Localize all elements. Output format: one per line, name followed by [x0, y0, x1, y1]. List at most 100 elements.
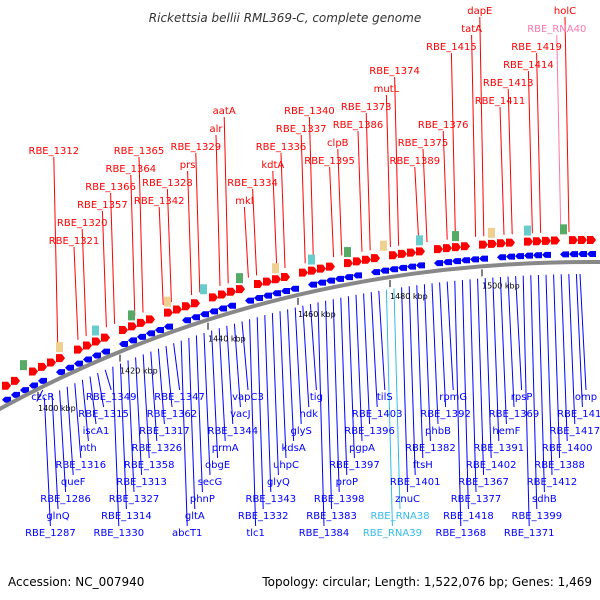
gene-label-bottom: abcT1: [172, 528, 202, 539]
leader-line: [173, 343, 181, 391]
gene-category-block: [20, 360, 27, 371]
leader-line: [401, 287, 409, 493]
gene-label-bottom: RBE_1397: [329, 460, 380, 471]
gene-label-top: RBE_1373: [341, 102, 392, 113]
forward-gene-arrow: [236, 285, 245, 294]
gene-label-top: RBE_1320: [57, 218, 108, 229]
reverse-gene-arrow: [83, 356, 92, 363]
gene-label-bottom: glyQ: [267, 477, 290, 488]
gene-category-block: [452, 231, 459, 242]
gene-label-bottom: uhpC: [273, 460, 299, 471]
gene-label-bottom: RBE_1344: [208, 426, 259, 437]
gene-label-bottom: ndk: [300, 409, 319, 420]
gene-label-top: RBE_1386: [333, 120, 384, 131]
forward-gene-arrow: [317, 264, 326, 273]
gene-label-bottom: RBE_1417: [550, 426, 600, 437]
reverse-gene-arrow: [416, 262, 425, 269]
gene-label-bottom: obgE: [205, 460, 230, 471]
leader-line: [74, 383, 82, 459]
gene-label-bottom: tlc1: [246, 528, 265, 539]
reverse-gene-arrow: [200, 311, 209, 318]
gene-label-bottom: RBE_1398: [314, 494, 365, 505]
leader-line: [127, 360, 135, 493]
gene-label-bottom: proP: [336, 477, 358, 488]
leader-line: [422, 148, 428, 242]
forward-gene-arrow: [326, 262, 335, 271]
kbp-label: 1460 kbp: [298, 310, 336, 319]
leader-line: [385, 289, 393, 527]
leader-line: [142, 354, 150, 459]
reverse-gene-arrow: [497, 254, 506, 261]
gene-label-bottom: RBE_1287: [25, 528, 76, 539]
gene-label-bottom: RBE_1315: [78, 409, 129, 420]
leader-line: [556, 34, 562, 233]
reverse-gene-arrow: [209, 308, 218, 315]
leader-line: [264, 315, 272, 493]
leader-line: [150, 351, 158, 442]
gene-label-bottom: rpsP: [511, 392, 533, 403]
forward-gene-arrow: [479, 240, 488, 249]
leader-line: [492, 277, 500, 442]
reverse-gene-arrow: [326, 277, 335, 284]
reverse-gene-arrow: [92, 352, 101, 359]
leader-line: [507, 88, 513, 235]
reverse-gene-arrow: [470, 256, 479, 263]
forward-gene-arrow: [263, 277, 272, 286]
leader-line: [484, 278, 492, 459]
gene-label-bottom: RBE_1330: [94, 528, 145, 539]
gene-label-top: holC: [554, 6, 576, 17]
reverse-gene-arrow: [371, 269, 380, 276]
leader-line: [536, 52, 542, 233]
reverse-gene-arrow: [407, 263, 416, 270]
gene-label-bottom: omp: [575, 392, 597, 403]
gene-label-bottom: gltA: [185, 511, 205, 522]
gene-label-top: aatA: [213, 106, 236, 117]
reverse-gene-arrow: [506, 253, 515, 260]
leader-line: [226, 325, 234, 425]
forward-gene-arrow: [497, 239, 506, 248]
gene-label-bottom: RBE_1384: [299, 528, 350, 539]
reverse-gene-arrow: [434, 260, 443, 267]
leader-line: [130, 174, 136, 316]
gene-label-top: RBE_1329: [171, 142, 222, 153]
gene-label-top: prs: [180, 160, 196, 171]
forward-gene-arrow: [101, 333, 110, 342]
gene-category-block: [488, 227, 495, 238]
gene-category-block: [380, 240, 387, 251]
gene-label-bottom: RBE_1368: [436, 528, 487, 539]
leader-line: [119, 363, 127, 510]
gene-category-block: [200, 284, 207, 295]
reverse-gene-arrow: [29, 382, 38, 389]
gene-label-bottom: RBE_1286: [40, 494, 91, 505]
forward-gene-arrow: [443, 244, 452, 253]
kbp-marks: 1400 kbp 1420 kbp 1440 kbp 1460 kbp 1480 kbp…: [37, 269, 520, 413]
forward-gene-arrow: [2, 381, 11, 390]
gene-label-bottom: RBE_1412: [527, 477, 578, 488]
leader-line: [385, 94, 391, 248]
gene-label-bottom: czcR: [31, 392, 54, 403]
gene-category-block: [128, 310, 135, 321]
gene-label-bottom: RBE_1401: [390, 477, 441, 488]
forward-gene-arrow: [542, 236, 551, 245]
forward-gene-arrow: [92, 337, 101, 346]
feature-blocks: [2, 224, 596, 403]
gene-label-bottom: RBE_1367: [458, 477, 509, 488]
reverse-gene-arrow: [74, 360, 83, 367]
forward-gene-arrow: [164, 308, 173, 317]
reverse-gene-arrow: [119, 341, 128, 348]
reverse-gene-arrow: [227, 302, 236, 309]
gene-label-bottom: vapC3: [232, 392, 264, 403]
leader-line: [530, 275, 538, 510]
reverse-gene-arrow: [11, 391, 20, 398]
forward-gene-arrow: [227, 287, 236, 296]
gene-label-bottom: phbB: [425, 426, 451, 437]
gene-label-bottom: queF: [61, 477, 86, 488]
leader-line: [203, 332, 211, 476]
leader-line: [218, 328, 226, 442]
leader-line: [287, 309, 295, 442]
forward-gene-arrow: [308, 266, 317, 275]
forward-gene-arrow: [191, 299, 200, 308]
reverse-gene-arrow: [524, 252, 533, 259]
forward-gene-arrow: [488, 239, 497, 248]
